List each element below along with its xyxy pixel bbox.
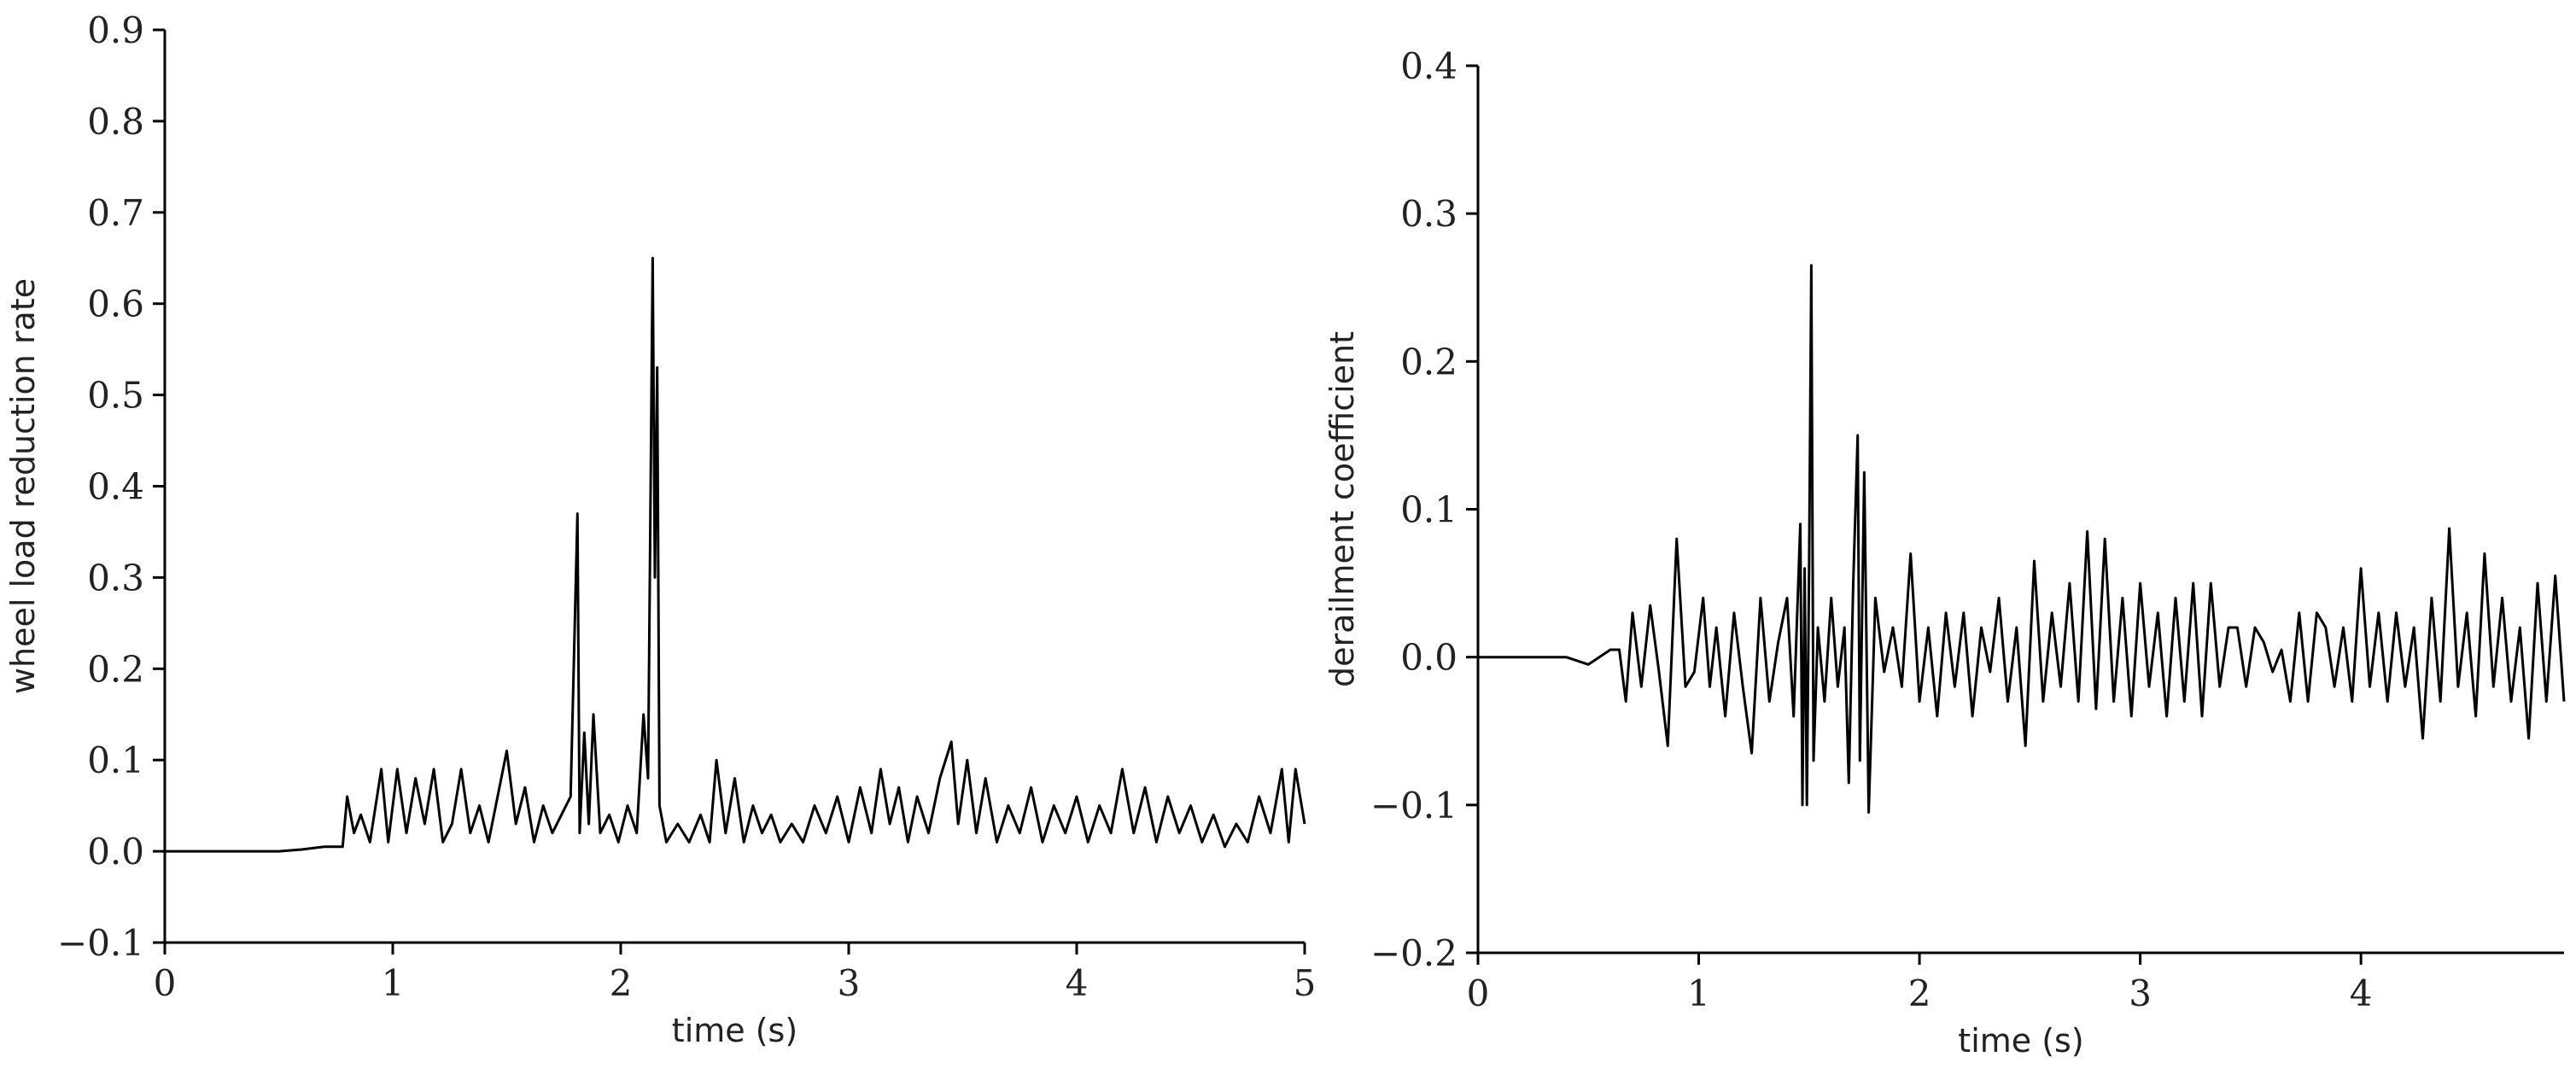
x-tick-label: 1: [382, 962, 405, 1004]
y-tick-label: 0.4: [1400, 45, 1457, 87]
y-tick-label: 0.2: [1400, 341, 1457, 382]
y-tick-label: 0.3: [87, 557, 144, 598]
y-tick-label: 0.5: [87, 375, 144, 417]
y-tick-label: 0.4: [87, 466, 144, 508]
x-axis-label: time (s): [1958, 1022, 2083, 1060]
y-tick-label: 0.3: [1400, 193, 1457, 235]
y-tick-label: 0.6: [87, 283, 144, 325]
x-tick-label: 1: [1687, 972, 1710, 1014]
data-line: [1478, 264, 2566, 814]
y-tick-label: 0.1: [87, 739, 144, 781]
y-tick-label: 0.0: [1400, 637, 1457, 679]
y-axis-label: derailment coefficient: [1323, 331, 1361, 687]
y-tick-label: 0.9: [87, 9, 144, 51]
y-tick-label: 0.0: [87, 831, 144, 873]
data-line: [165, 256, 1306, 853]
y-tick-label: 0.7: [87, 192, 144, 234]
x-tick-label: 4: [1066, 962, 1089, 1004]
x-tick-label: 5: [1294, 962, 1317, 1004]
x-tick-label: 2: [610, 962, 633, 1004]
x-axis-label: time (s): [672, 1012, 797, 1049]
y-tick-label: 0.8: [87, 101, 144, 143]
x-tick-label: 4: [2350, 972, 2373, 1014]
x-tick-label: 3: [2129, 972, 2152, 1014]
y-tick-label: −0.1: [57, 922, 144, 964]
x-tick-label: 0: [154, 962, 177, 1004]
y-tick-label: 0.2: [87, 648, 144, 690]
x-tick-label: 3: [838, 962, 861, 1004]
x-tick-label: 0: [1467, 972, 1490, 1014]
y-tick-label: −0.2: [1370, 932, 1457, 974]
y-tick-label: 0.1: [1400, 489, 1457, 531]
y-axis-label: wheel load reduction rate: [4, 278, 42, 694]
y-tick-label: −0.1: [1370, 785, 1457, 826]
x-tick-label: 2: [1908, 972, 1931, 1014]
